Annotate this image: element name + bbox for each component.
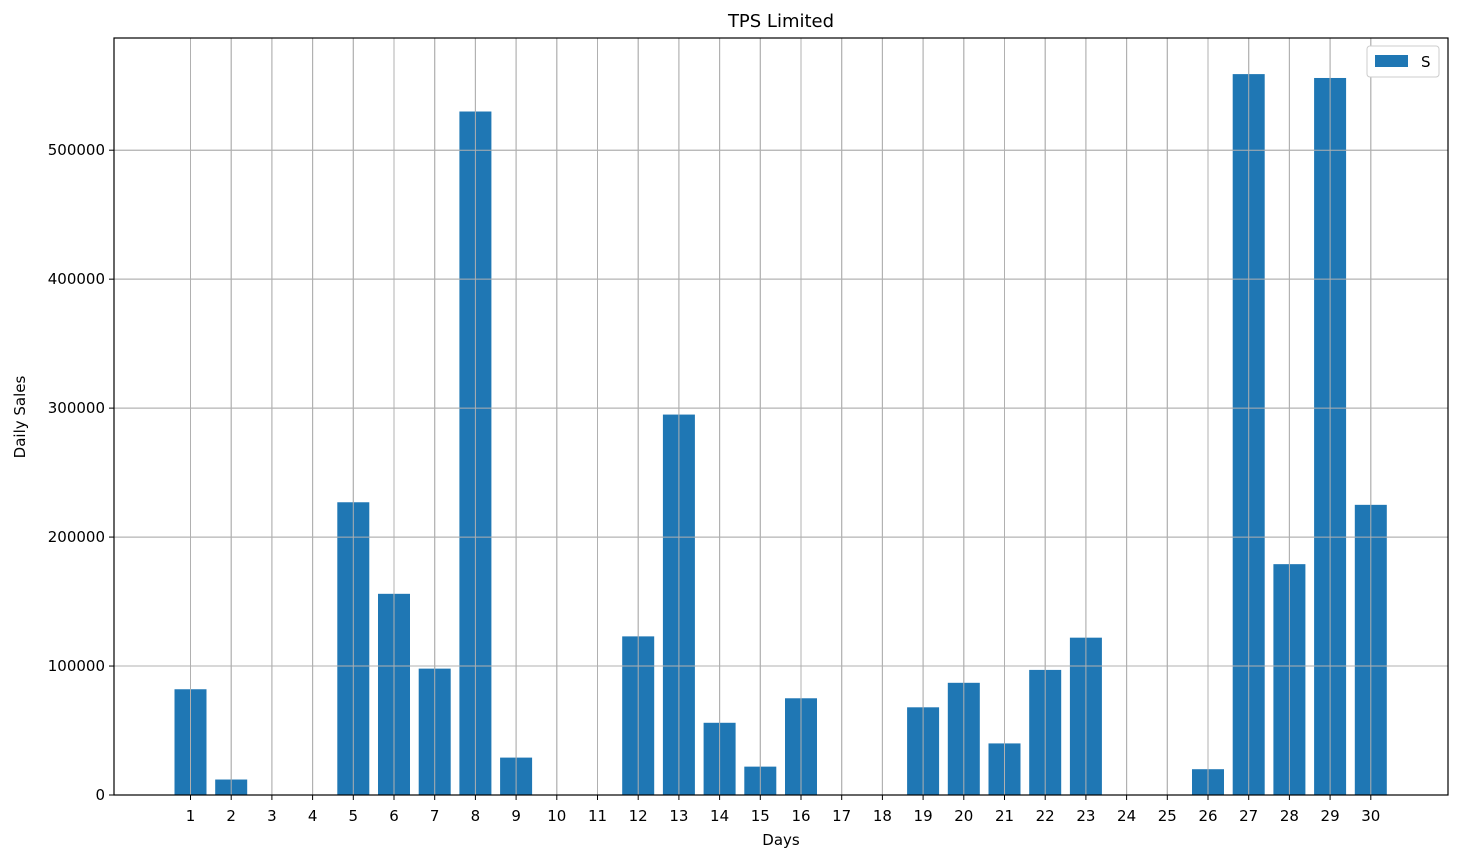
y-tick-label: 300000 (48, 399, 105, 417)
x-tick-label: 24 (1117, 807, 1136, 825)
x-tick-label: 6 (389, 807, 399, 825)
x-tick-label: 25 (1158, 807, 1177, 825)
x-tick-label: 5 (349, 807, 359, 825)
x-axis-label: Days (762, 831, 800, 849)
x-tick-label: 14 (710, 807, 729, 825)
x-tick-label: 29 (1321, 807, 1340, 825)
x-tick-label: 23 (1076, 807, 1095, 825)
y-tick-label: 0 (95, 786, 105, 804)
y-tick-label: 400000 (48, 270, 105, 288)
x-tick-label: 8 (471, 807, 481, 825)
y-tick-label: 500000 (48, 141, 105, 159)
x-tick-label: 2 (226, 807, 236, 825)
x-tick-label: 9 (511, 807, 521, 825)
x-tick-label: 27 (1239, 807, 1258, 825)
x-tick-label: 15 (751, 807, 770, 825)
plot-frame (113, 37, 1449, 796)
x-tick-label: 20 (954, 807, 973, 825)
x-tick-label: 16 (791, 807, 810, 825)
x-tick-label: 22 (1036, 807, 1055, 825)
x-tick-label: 19 (914, 807, 933, 825)
bars (114, 38, 1448, 796)
x-tick-label: 13 (669, 807, 688, 825)
legend-swatch (1375, 55, 1408, 67)
y-tick-label: 200000 (48, 528, 105, 546)
y-axis-ticks: 0 100000 200000 300000 400000 500000 (48, 141, 114, 804)
x-tick-label: 30 (1361, 807, 1380, 825)
x-tick-label: 17 (832, 807, 851, 825)
x-tick-label: 18 (873, 807, 892, 825)
x-tick-label: 12 (629, 807, 648, 825)
legend: S (1366, 45, 1440, 78)
chart-title: TPS Limited (727, 11, 834, 32)
x-tick-label: 11 (588, 807, 607, 825)
x-tick-label: 21 (995, 807, 1014, 825)
x-tick-label: 4 (308, 807, 318, 825)
legend-label: S (1421, 53, 1431, 71)
x-tick-label: 3 (267, 807, 277, 825)
y-axis-label: Daily Sales (11, 375, 29, 458)
x-tick-label: 1 (186, 807, 196, 825)
x-tick-label: 10 (547, 807, 566, 825)
x-tick-label: 28 (1280, 807, 1299, 825)
x-axis-ticks: 1 2 3 4 5 6 7 8 9 10 11 12 13 14 15 16 17 18 19 20 21 22 23 24 2… (186, 795, 1380, 825)
x-tick-label: 7 (430, 807, 440, 825)
y-tick-label: 100000 (48, 657, 105, 675)
x-tick-label: 26 (1198, 807, 1217, 825)
